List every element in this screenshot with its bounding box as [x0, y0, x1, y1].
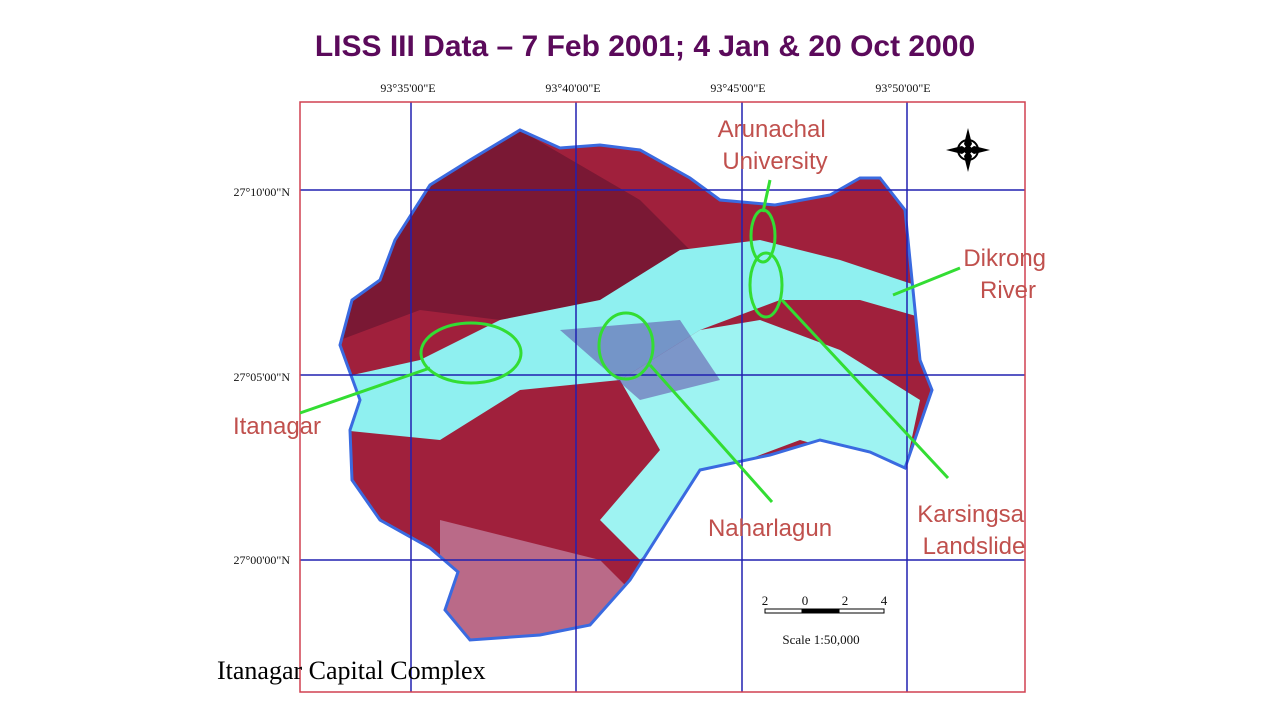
scale-label: 2 — [842, 593, 849, 608]
annotation: Dikrong River — [963, 245, 1052, 304]
latitude-label: 27°00'00"N — [233, 553, 290, 567]
scale-caption: Scale 1:50,000 — [782, 632, 859, 647]
longitude-label: 93°45'00"E — [710, 81, 765, 95]
annotation-line: University — [722, 148, 827, 175]
map-frame — [299, 101, 1026, 693]
scale-label: 2 — [762, 593, 769, 608]
map-caption: Itanagar Capital Complex — [217, 656, 486, 685]
annotation: Karsingsa Landslide — [917, 501, 1030, 560]
latitude-label: 27°10'00"N — [233, 185, 290, 199]
annotation: Itanagar — [233, 413, 321, 440]
longitude-label: 93°40'00"E — [545, 81, 600, 95]
annotation-line: Itanagar — [233, 413, 321, 440]
annotation-line: Landslide — [923, 533, 1026, 560]
annotation-line: Naharlagun — [708, 515, 832, 542]
annotation-marks — [299, 179, 961, 503]
longitude-label: 93°35'00"E — [380, 81, 435, 95]
annotation-line: Arunachal — [718, 116, 826, 143]
annotation-line: Dikrong — [963, 245, 1046, 272]
annotation: Naharlagun — [708, 515, 832, 542]
north-arrow — [946, 128, 990, 172]
annotation: Arunachal University — [718, 116, 833, 175]
scale-label: 4 — [881, 593, 888, 608]
scale-bar — [764, 608, 885, 614]
slide-title: LISS III Data – 7 Feb 2001; 4 Jan & 20 O… — [315, 30, 975, 63]
scale-label: 0 — [802, 593, 809, 608]
map — [338, 128, 934, 642]
longitude-label: 93°50'00"E — [875, 81, 930, 95]
annotation-line: Karsingsa — [917, 501, 1024, 528]
graticule — [300, 102, 1025, 692]
annotation-line: River — [980, 277, 1036, 304]
latitude-label: 27°05'00"N — [233, 370, 290, 384]
